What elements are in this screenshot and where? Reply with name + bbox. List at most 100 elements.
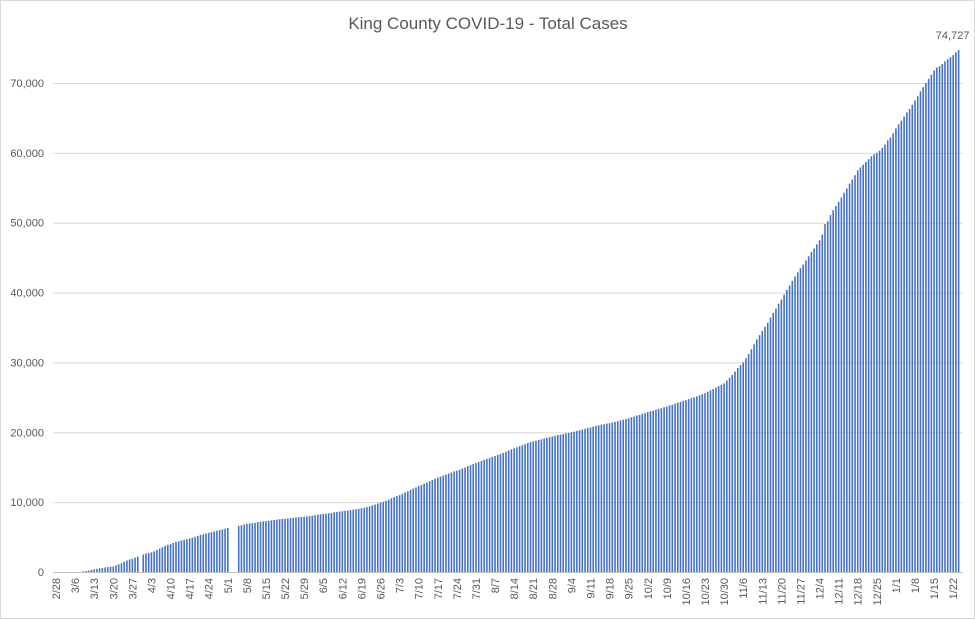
bar xyxy=(807,256,810,572)
x-tick-label: 12/18 xyxy=(853,578,865,606)
x-tick-label: 1/1 xyxy=(891,578,903,593)
bar xyxy=(210,532,213,572)
x-tick-label: 7/17 xyxy=(433,578,445,599)
bar xyxy=(180,540,183,572)
bar xyxy=(338,511,341,572)
bar xyxy=(352,509,355,572)
bar xyxy=(510,449,513,572)
bar xyxy=(172,543,175,572)
bar xyxy=(676,402,679,572)
bar xyxy=(679,401,682,572)
bar xyxy=(567,432,570,572)
bar xyxy=(393,497,395,572)
bar xyxy=(316,514,319,572)
bar xyxy=(404,492,406,572)
bar xyxy=(646,412,649,572)
bar xyxy=(355,509,357,572)
x-tick-label: 5/8 xyxy=(242,578,254,593)
bar xyxy=(802,264,804,572)
bar xyxy=(344,510,346,572)
bar xyxy=(518,446,521,572)
bar xyxy=(502,452,505,572)
bar xyxy=(289,518,292,572)
x-tick-label: 10/30 xyxy=(719,578,731,606)
bar xyxy=(137,556,139,572)
x-tick-label: 10/23 xyxy=(700,578,712,606)
bar xyxy=(109,566,112,572)
bar xyxy=(491,456,494,572)
bar xyxy=(649,411,652,572)
bar xyxy=(704,393,706,572)
x-tick-label: 12/25 xyxy=(872,578,884,606)
bar xyxy=(824,224,826,572)
bar xyxy=(439,476,442,572)
bar xyxy=(876,152,878,572)
bar xyxy=(818,240,821,572)
x-tick-label: 11/6 xyxy=(738,578,750,599)
bar xyxy=(712,388,715,572)
bar xyxy=(627,418,630,572)
bar xyxy=(486,458,488,572)
bar xyxy=(870,156,873,572)
x-tick-label: 1/22 xyxy=(948,578,960,599)
x-tick-label: 8/21 xyxy=(528,578,540,599)
bar xyxy=(292,517,295,572)
bar xyxy=(886,140,889,573)
bar xyxy=(698,395,701,572)
bar xyxy=(938,66,941,572)
bar xyxy=(131,558,134,572)
bar xyxy=(254,522,256,572)
y-tick-label: 30,000 xyxy=(10,357,44,369)
bar xyxy=(671,404,674,572)
bar xyxy=(753,344,755,572)
bar xyxy=(524,444,526,572)
bar xyxy=(398,495,401,572)
bar xyxy=(248,523,251,572)
bar xyxy=(322,514,325,572)
bar xyxy=(458,469,461,572)
y-tick-label: 50,000 xyxy=(10,218,44,230)
bar xyxy=(423,483,425,572)
bar xyxy=(758,335,761,572)
x-tick-label: 1/8 xyxy=(910,578,922,593)
bar xyxy=(619,420,622,572)
bar xyxy=(772,312,775,572)
bar xyxy=(314,515,316,572)
bar xyxy=(107,567,109,572)
bar xyxy=(128,559,131,572)
x-tick-label: 12/4 xyxy=(815,578,827,599)
bar xyxy=(851,179,854,572)
bar xyxy=(848,183,851,572)
bar xyxy=(941,64,944,572)
bar xyxy=(546,437,548,572)
bar xyxy=(717,386,720,572)
bar xyxy=(936,67,938,572)
bar xyxy=(922,87,924,572)
bar xyxy=(488,457,491,572)
bar xyxy=(507,450,510,572)
bar xyxy=(278,519,281,572)
x-tick-label: 3/27 xyxy=(127,578,139,599)
bar xyxy=(115,565,117,572)
bar xyxy=(428,481,431,572)
bar xyxy=(194,536,196,572)
bar xyxy=(685,400,687,572)
bar xyxy=(616,421,619,572)
bar xyxy=(197,536,199,572)
bar xyxy=(660,408,663,572)
bar xyxy=(191,537,194,572)
bar xyxy=(341,511,344,572)
bar xyxy=(927,78,930,573)
bar xyxy=(578,430,581,572)
bar xyxy=(726,380,728,572)
bar xyxy=(224,528,226,572)
bar xyxy=(589,427,592,572)
bar xyxy=(881,147,884,572)
bar xyxy=(368,506,371,572)
bar xyxy=(739,365,742,572)
y-tick-label: 20,000 xyxy=(10,427,44,439)
x-tick-label: 3/6 xyxy=(70,578,82,593)
bar xyxy=(821,234,824,572)
bar xyxy=(586,428,589,572)
bar xyxy=(336,511,338,572)
